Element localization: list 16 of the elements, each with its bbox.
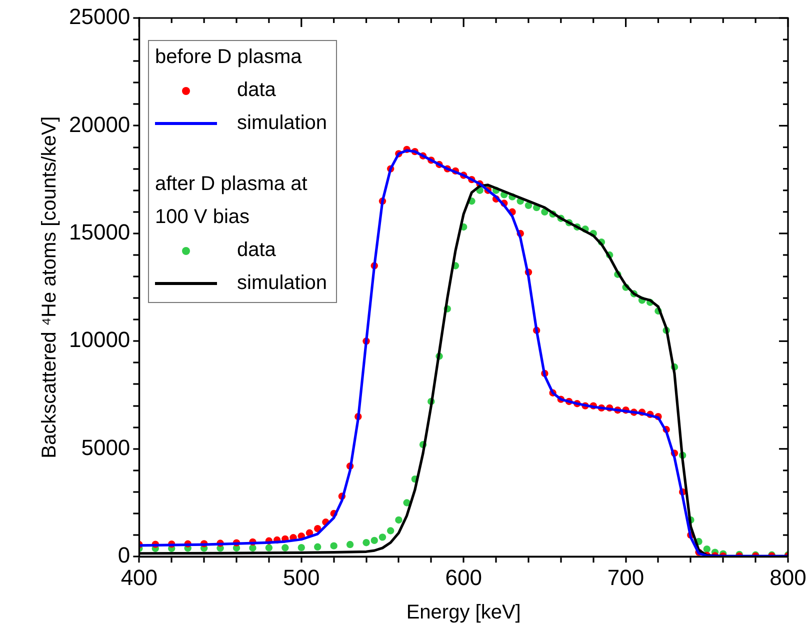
x-tick-label: 700 (607, 564, 644, 590)
legend-label: data (237, 238, 276, 263)
annotation: before D plasma (155, 45, 303, 70)
y-tick-label: 10000 (68, 327, 130, 352)
y-axis-title: Backscattered ⁴He atoms [counts/keV] (38, 116, 61, 458)
y-tick-label: 25000 (68, 4, 130, 30)
y-tick-label: 15000 (68, 220, 130, 245)
legend-label: data (237, 78, 276, 103)
x-tick-label: 600 (445, 564, 482, 590)
x-tick-label: 500 (283, 564, 320, 590)
legend-label: simulation (237, 111, 328, 136)
x-axis-title: Energy [keV] (406, 602, 521, 624)
x-tick-label: 800 (770, 564, 806, 590)
y-tick-label: 5000 (81, 434, 130, 460)
y-tick-label: 20000 (68, 112, 130, 137)
legend-label: simulation (237, 271, 328, 296)
